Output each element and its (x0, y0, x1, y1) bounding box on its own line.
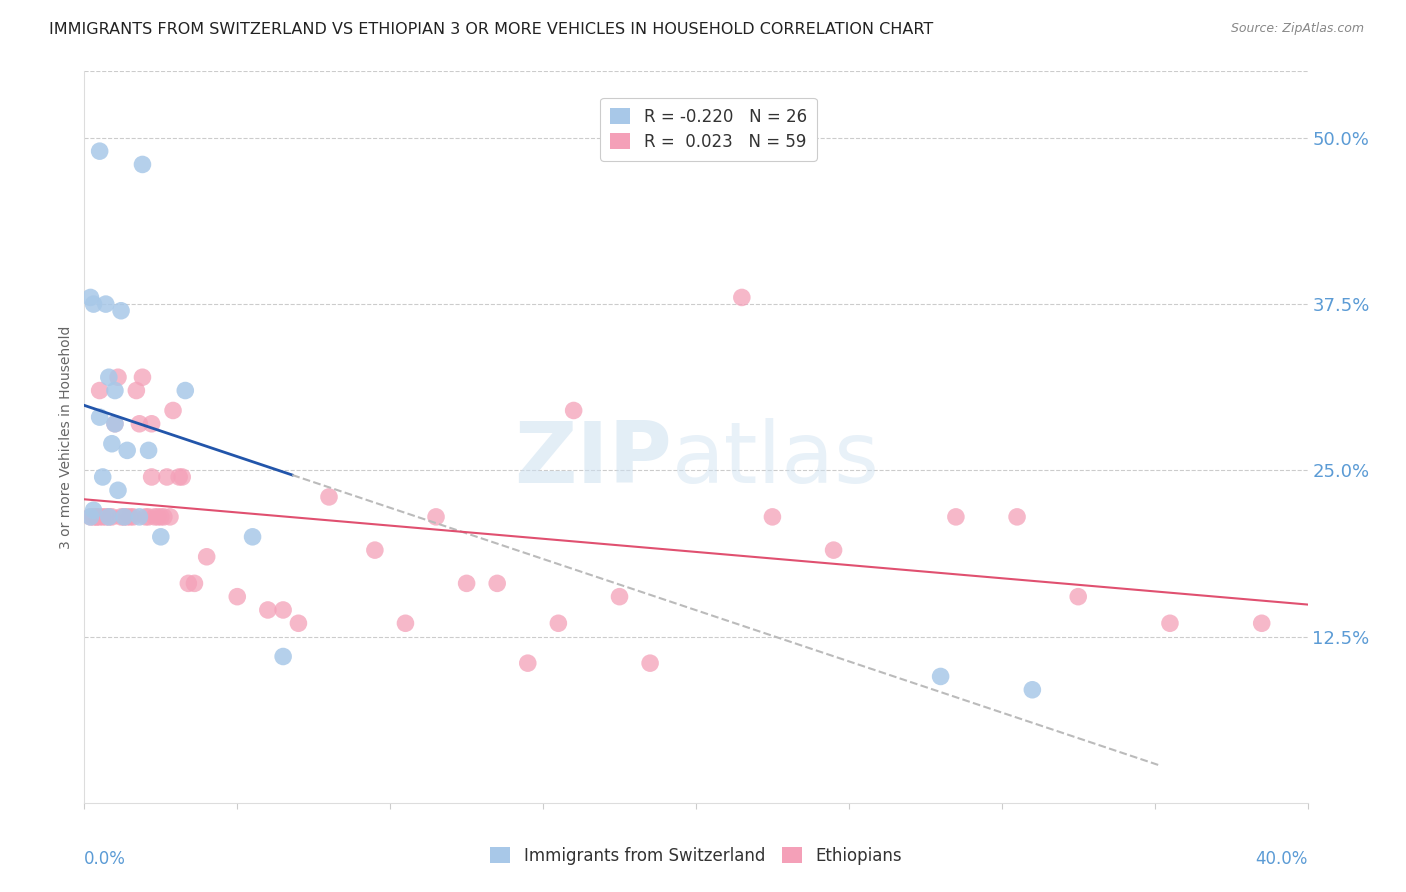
Point (115, 443, 138, 458)
Point (101, 509, 124, 524)
Point (153, 509, 176, 524)
Point (104, 384, 127, 398)
Point (945, 509, 967, 524)
Point (115, 509, 138, 524)
Point (107, 483, 129, 498)
Point (823, 543, 845, 558)
Point (89, 144, 111, 158)
Point (89, 509, 111, 524)
Point (257, 603, 280, 617)
Point (138, 509, 160, 524)
Text: 0.0%: 0.0% (84, 850, 127, 868)
Point (128, 417, 150, 431)
Point (125, 384, 148, 398)
Point (177, 576, 200, 591)
Point (547, 616, 569, 631)
Point (97, 509, 120, 524)
Point (425, 509, 447, 524)
Point (83, 509, 105, 524)
Point (242, 530, 264, 544)
Point (149, 509, 172, 524)
Text: atlas: atlas (672, 417, 880, 500)
Point (120, 509, 142, 524)
Point (226, 590, 249, 604)
Point (86, 509, 108, 524)
Y-axis label: 3 or more Vehicles in Household: 3 or more Vehicles in Household (59, 326, 73, 549)
Point (516, 656, 538, 670)
Point (562, 403, 585, 417)
Point (79, 290, 101, 304)
Point (94, 509, 117, 524)
Point (149, 530, 172, 544)
Point (156, 470, 179, 484)
Point (143, 509, 166, 524)
Point (456, 576, 478, 591)
Point (128, 509, 150, 524)
Point (101, 436, 124, 450)
Point (83, 503, 105, 517)
Point (97, 509, 120, 524)
Point (79, 509, 101, 524)
Point (104, 417, 127, 431)
Point (183, 576, 205, 591)
Point (761, 509, 783, 524)
Point (609, 590, 631, 604)
Point (162, 403, 184, 417)
Point (1067, 590, 1090, 604)
Point (159, 509, 181, 524)
Point (146, 509, 169, 524)
Text: 40.0%: 40.0% (1256, 850, 1308, 868)
Point (486, 576, 509, 591)
Point (394, 616, 416, 631)
Point (110, 509, 132, 524)
Point (138, 443, 160, 458)
Point (104, 417, 127, 431)
Point (172, 470, 194, 484)
Point (364, 543, 387, 558)
Point (122, 509, 145, 524)
Text: IMMIGRANTS FROM SWITZERLAND VS ETHIOPIAN 3 OR MORE VEHICLES IN HOUSEHOLD CORRELA: IMMIGRANTS FROM SWITZERLAND VS ETHIOPIAN… (49, 22, 934, 37)
Point (1005, 509, 1028, 524)
Point (131, 370, 153, 384)
Point (141, 417, 163, 431)
Point (174, 384, 197, 398)
Point (83, 297, 105, 311)
Point (131, 157, 153, 171)
Point (167, 470, 190, 484)
Point (1250, 616, 1272, 631)
Point (91, 509, 114, 524)
Point (107, 370, 129, 384)
Point (318, 490, 340, 504)
Point (135, 509, 157, 524)
Point (86, 509, 108, 524)
Point (929, 669, 952, 683)
Point (91, 470, 114, 484)
Text: ZIP: ZIP (513, 417, 672, 500)
Text: Source: ZipAtlas.com: Source: ZipAtlas.com (1230, 22, 1364, 36)
Point (731, 290, 754, 304)
Point (271, 649, 294, 664)
Point (638, 656, 661, 670)
Point (110, 303, 132, 318)
Point (1021, 682, 1043, 697)
Point (1159, 616, 1181, 631)
Point (195, 549, 218, 564)
Point (89, 410, 111, 425)
Point (79, 509, 101, 524)
Point (112, 509, 135, 524)
Point (89, 384, 111, 398)
Legend: Immigrants from Switzerland, Ethiopians: Immigrants from Switzerland, Ethiopians (484, 840, 908, 871)
Point (271, 603, 294, 617)
Point (97, 370, 120, 384)
Point (287, 616, 309, 631)
Point (141, 470, 163, 484)
Point (94, 297, 117, 311)
Point (112, 509, 135, 524)
